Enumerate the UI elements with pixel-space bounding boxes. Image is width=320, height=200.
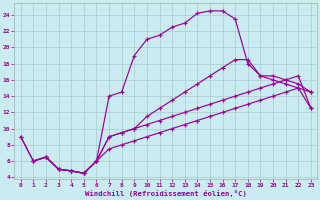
X-axis label: Windchill (Refroidissement éolien,°C): Windchill (Refroidissement éolien,°C) (85, 190, 247, 197)
